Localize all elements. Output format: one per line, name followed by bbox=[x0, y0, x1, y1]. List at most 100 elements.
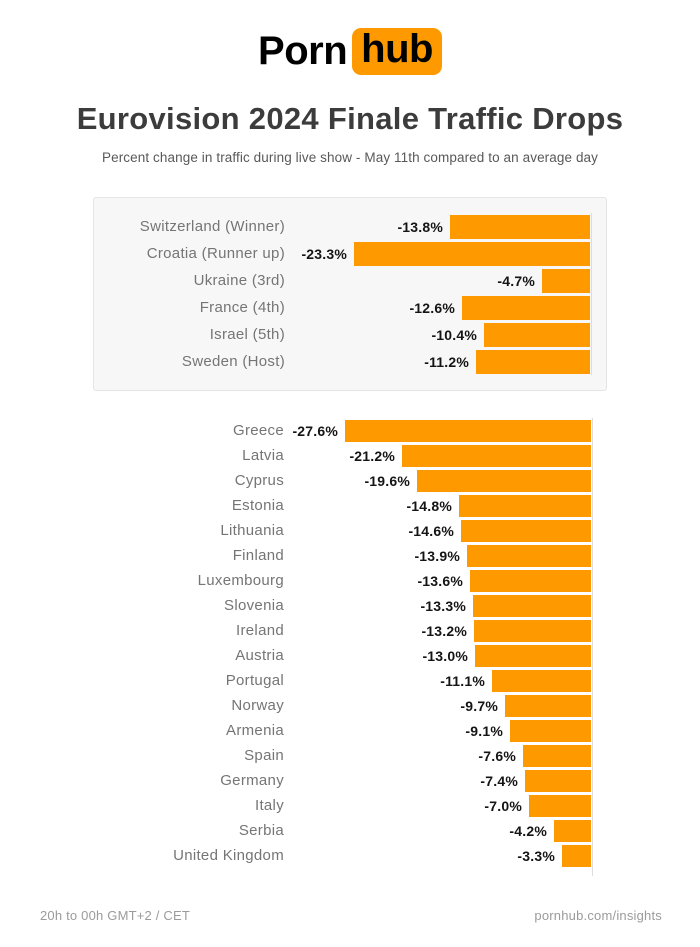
bar-track: -13.8% bbox=[285, 213, 590, 240]
finalists-chart: Switzerland (Winner) -13.8% Croatia (Runne… bbox=[93, 197, 607, 391]
bar-row: Sweden (Host) -11.2% bbox=[110, 348, 590, 375]
bar bbox=[476, 349, 590, 374]
bar bbox=[459, 494, 591, 517]
bar-row: Serbia -4.2% bbox=[109, 818, 591, 843]
bar bbox=[505, 694, 591, 717]
bar-track: -14.6% bbox=[284, 518, 591, 543]
header: Porn hub bbox=[0, 0, 700, 75]
other-countries-rows: Greece -27.6% Latvia -21.2% Cyprus -19.6% Esto… bbox=[109, 418, 593, 876]
bar-row: Greece -27.6% bbox=[109, 418, 591, 443]
country-label: Austria bbox=[235, 647, 284, 664]
bar-track: -13.9% bbox=[284, 543, 591, 568]
bar-track: -7.0% bbox=[284, 793, 591, 818]
country-label: Switzerland (Winner) bbox=[139, 218, 285, 235]
country-label: Finland bbox=[232, 547, 284, 564]
value-label: -10.4% bbox=[431, 326, 477, 343]
bar-track: -11.1% bbox=[284, 668, 591, 693]
logo-text-hub: hub bbox=[352, 28, 442, 75]
bar-track: -13.3% bbox=[284, 593, 591, 618]
page-title: Eurovision 2024 Finale Traffic Drops bbox=[76, 101, 624, 136]
bar-row: United Kingdom -3.3% bbox=[109, 843, 591, 868]
value-label: -7.0% bbox=[484, 797, 522, 814]
logo-text-porn: Porn bbox=[258, 29, 348, 73]
bar bbox=[554, 819, 591, 842]
country-label: United Kingdom bbox=[173, 847, 284, 864]
bar-track: -13.6% bbox=[284, 568, 591, 593]
bar bbox=[402, 444, 591, 467]
country-label: Sweden (Host) bbox=[181, 353, 285, 370]
footer-source: pornhub.com/insights bbox=[534, 908, 662, 923]
bar bbox=[492, 669, 591, 692]
country-label: Germany bbox=[220, 772, 284, 789]
bar-row: Germany -7.4% bbox=[109, 768, 591, 793]
bar-track: -23.3% bbox=[285, 240, 590, 267]
country-label: Slovenia bbox=[224, 597, 284, 614]
bar-track: -12.6% bbox=[285, 294, 590, 321]
bar-row: Cyprus -19.6% bbox=[109, 468, 591, 493]
country-label: Cyprus bbox=[234, 472, 284, 489]
bar-row: Lithuania -14.6% bbox=[109, 518, 591, 543]
bar-track: -19.6% bbox=[284, 468, 591, 493]
bar-row: Armenia -9.1% bbox=[109, 718, 591, 743]
other-countries-chart: Greece -27.6% Latvia -21.2% Cyprus -19.6% Esto… bbox=[93, 418, 607, 876]
bar-row: Latvia -21.2% bbox=[109, 443, 591, 468]
bar-row: Switzerland (Winner) -13.8% bbox=[110, 213, 590, 240]
value-label: -11.1% bbox=[440, 672, 485, 689]
country-label: Croatia (Runner up) bbox=[146, 245, 285, 262]
bar-row: Spain -7.6% bbox=[109, 743, 591, 768]
bar-track: -21.2% bbox=[284, 443, 591, 468]
value-label: -7.6% bbox=[478, 747, 516, 764]
bar-track: -10.4% bbox=[285, 321, 590, 348]
bar-track: -7.6% bbox=[284, 743, 591, 768]
country-label: Italy bbox=[254, 797, 284, 814]
bar bbox=[470, 569, 591, 592]
finalists-rows: Switzerland (Winner) -13.8% Croatia (Runne… bbox=[110, 213, 592, 375]
value-label: -13.9% bbox=[414, 547, 460, 564]
country-label: France (4th) bbox=[199, 299, 285, 316]
value-label: -13.2% bbox=[421, 622, 467, 639]
footer: 20h to 00h GMT+2 / CET pornhub.com/insig… bbox=[40, 908, 662, 923]
bar-track: -7.4% bbox=[284, 768, 591, 793]
bar-track: -9.7% bbox=[284, 693, 591, 718]
value-label: -7.4% bbox=[480, 772, 518, 789]
bar bbox=[417, 469, 591, 492]
page-subtitle: Percent change in traffic during live sh… bbox=[101, 150, 599, 165]
value-label: -27.6% bbox=[292, 422, 338, 439]
bar bbox=[475, 644, 591, 667]
bar-row: Luxembourg -13.6% bbox=[109, 568, 591, 593]
value-label: -3.3% bbox=[517, 847, 555, 864]
country-label: Ukraine (3rd) bbox=[193, 272, 285, 289]
value-label: -11.2% bbox=[424, 353, 469, 370]
bar bbox=[474, 619, 591, 642]
bar-track: -11.2% bbox=[285, 348, 590, 375]
bar bbox=[473, 594, 591, 617]
bar-track: -4.2% bbox=[284, 818, 591, 843]
bar-row: Ukraine (3rd) -4.7% bbox=[110, 267, 590, 294]
bar-row: Croatia (Runner up) -23.3% bbox=[110, 240, 590, 267]
country-label: Latvia bbox=[242, 447, 284, 464]
bar-row: Norway -9.7% bbox=[109, 693, 591, 718]
bar-track: -4.7% bbox=[285, 267, 590, 294]
country-label: Portugal bbox=[225, 672, 284, 689]
country-label: Estonia bbox=[231, 497, 284, 514]
bar bbox=[354, 241, 590, 266]
pornhub-logo: Porn hub bbox=[258, 28, 442, 75]
value-label: -19.6% bbox=[364, 472, 410, 489]
infographic-page: Porn hub Eurovision 2024 Finale Traffic … bbox=[0, 0, 700, 923]
bar-track: -9.1% bbox=[284, 718, 591, 743]
bar-row: Slovenia -13.3% bbox=[109, 593, 591, 618]
value-label: -9.7% bbox=[460, 697, 498, 714]
bar bbox=[461, 519, 591, 542]
country-label: Greece bbox=[233, 422, 284, 439]
value-label: -4.2% bbox=[509, 822, 547, 839]
value-label: -21.2% bbox=[349, 447, 395, 464]
value-label: -13.3% bbox=[420, 597, 466, 614]
country-label: Luxembourg bbox=[197, 572, 284, 589]
value-label: -14.6% bbox=[408, 522, 454, 539]
bar-row: Austria -13.0% bbox=[109, 643, 591, 668]
bar bbox=[462, 295, 590, 320]
country-label: Spain bbox=[244, 747, 284, 764]
bar-track: -13.0% bbox=[284, 643, 591, 668]
country-label: Armenia bbox=[226, 722, 284, 739]
bar-row: Portugal -11.1% bbox=[109, 668, 591, 693]
